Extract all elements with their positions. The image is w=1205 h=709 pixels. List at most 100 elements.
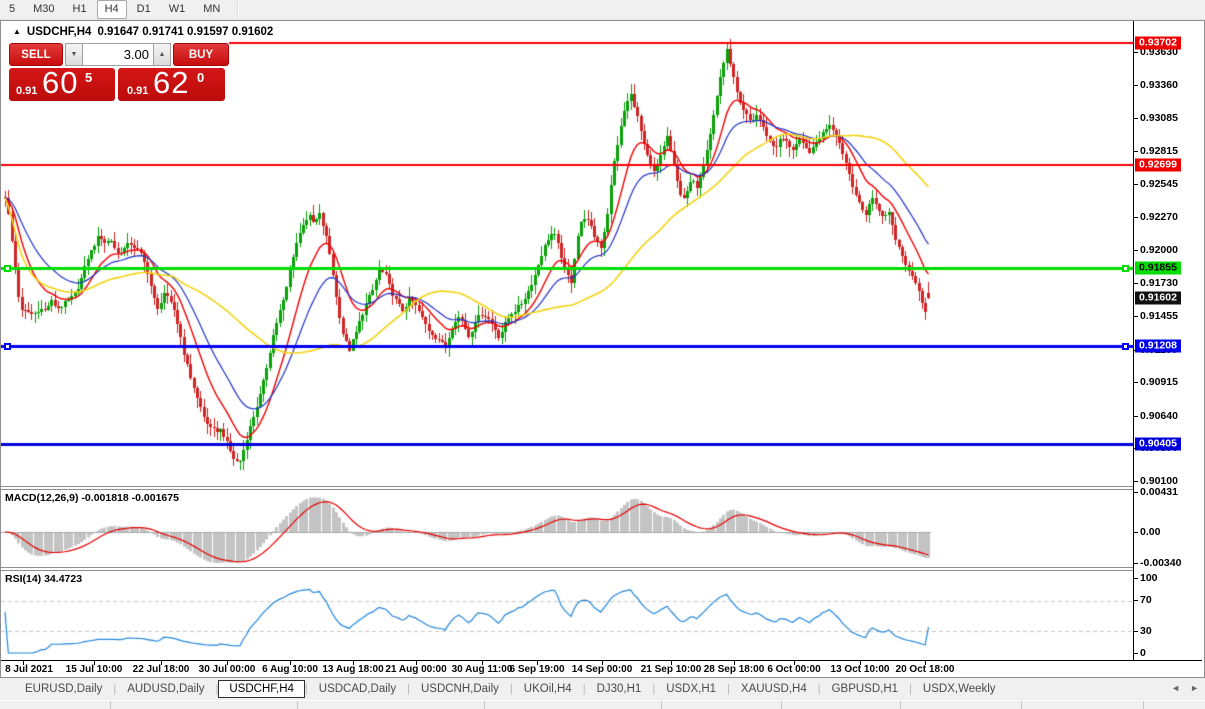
sell-price-big: 60 [42,65,79,100]
hline-handle[interactable] [1122,343,1129,350]
time-axis-label: 28 Sep 18:00 [703,664,765,675]
chart-tab-usdx-h1[interactable]: USDX,H1 [666,683,717,695]
time-axis-tick [925,661,926,665]
price-axis-label: 0.91455 [1140,310,1178,323]
time-axis-label: 30 Aug 11:00 [451,664,513,675]
tab-separator: | [407,683,410,695]
rsi-indicator-canvas[interactable] [1,571,1133,660]
chart-tab-gbpusd-h1[interactable]: GBPUSD,H1 [831,683,899,695]
price-level-badge: 0.91208 [1135,339,1181,353]
chart-tab-usdx-weekly[interactable]: USDX,Weekly [922,683,996,695]
time-axis-label: 6 Sep 19:00 [509,664,565,675]
collapse-chart-icon[interactable]: ▲ [13,26,21,36]
rsi-title: RSI(14) 34.4723 [5,573,83,585]
tab-separator: | [215,683,219,695]
rsi-splitter[interactable] [1,567,1202,571]
price-axis-tick [1134,151,1138,152]
tab-separator: | [304,683,308,695]
hline-handle[interactable] [4,265,11,272]
time-axis[interactable]: 8 Jul 2021 15 Jul 10:00 22 Jul 18:00 30 Jul… [1,660,1202,677]
time-axis-tick [227,661,228,665]
price-axis-tick [1134,52,1138,53]
volume-stepper: ▼ ▲ [65,43,171,66]
indicator-axis-tick [1134,631,1138,632]
price-axis-label: 0.92000 [1140,244,1178,257]
timeframe-button-h1[interactable]: H1 [72,3,87,15]
chart-tab-xauusd-h4[interactable]: XAUUSD,H4 [740,683,807,695]
indicator-axis-label: 0 [1140,647,1146,659]
chart-tab-usdcad-daily[interactable]: USDCAD,Daily [318,683,397,695]
chart-tab-ukoil-h4[interactable]: UKOil,H4 [523,683,572,695]
price-axis-label: 0.93085 [1140,112,1178,125]
price-axis-label: 0.90640 [1140,409,1178,422]
indicator-axis-tick [1134,578,1138,579]
indicator-axis-tick [1134,532,1138,533]
indicator-axis-tick [1134,653,1138,654]
price-axis-label: 0.92270 [1140,211,1178,224]
timeframe-button-d1[interactable]: D1 [136,3,151,15]
macd-splitter[interactable] [1,486,1202,490]
chart-ohlc-quotes: 0.91647 0.91741 0.91597 0.91602 [97,26,274,38]
status-divider [110,701,111,709]
price-axis-tick [1134,382,1138,383]
indicator-axis-tick [1134,600,1138,601]
status-divider [661,701,662,709]
price-axis[interactable]: 0.93630 0.93360 0.93085 0.92815 0.92545 0.922… [1133,21,1203,660]
chart-title: ▲ USDCHF,H4 0.91647 0.91741 0.91597 0.91… [13,26,273,38]
timeframe-button-m30[interactable]: M30 [33,3,55,15]
chart-tab-usdchf-h4[interactable]: USDCHF,H4 [218,680,305,698]
hline-handle[interactable] [1122,265,1129,272]
time-axis-tick [671,661,672,665]
time-axis-label: 6 Oct 00:00 [767,664,821,675]
toolbar-separator [237,1,240,18]
volume-decrease-icon[interactable]: ▼ [65,43,83,66]
chart-tab-audusd-daily[interactable]: AUDUSD,Daily [127,683,205,695]
macd-indicator-canvas[interactable] [1,490,1133,567]
tab-scroll-arrows: ◄ ► [1171,683,1199,693]
time-axis-label: 21 Sep 10:00 [640,664,702,675]
chart-tab-eurusd-daily[interactable]: EURUSD,Daily [25,683,103,695]
price-axis-tick [1134,283,1138,284]
tab-separator: | [727,683,730,695]
chart-window: ▲ USDCHF,H4 0.91647 0.91741 0.91597 0.91… [0,20,1205,678]
sell-price-sup: 5 [85,70,93,85]
tab-scroll-right-icon[interactable]: ► [1190,683,1199,693]
indicator-axis-tick [1134,563,1138,564]
status-divider [484,701,485,709]
status-divider [781,701,782,709]
time-axis-tick [416,661,417,665]
time-axis-tick [602,661,603,665]
volume-input[interactable] [83,43,153,66]
buy-price-big: 62 [153,65,190,100]
status-divider [1143,701,1144,709]
tab-separator: | [909,683,912,695]
tab-scroll-left-icon[interactable]: ◄ [1171,683,1181,693]
time-axis-tick [23,661,24,665]
timeframe-button-5[interactable]: 5 [9,3,16,15]
tab-separator: | [582,683,586,695]
price-axis-label: 0.90100 [1140,475,1178,488]
buy-price-box[interactable]: 0.91 62 0 [118,65,225,101]
time-axis-tick [482,661,483,665]
chart-symbol-period: USDCHF,H4 [26,26,92,38]
sell-price-box[interactable]: 0.91 60 5 [9,65,115,101]
chart-tab-usdcnh-daily[interactable]: USDCNH,Daily [420,683,499,695]
indicator-axis-label: 30 [1140,625,1152,637]
price-axis-tick [1134,217,1138,218]
time-axis-label: 15 Jul 10:00 [65,664,123,675]
indicator-axis-label: 70 [1140,594,1152,606]
volume-increase-icon[interactable]: ▲ [153,43,171,66]
time-axis-label: 13 Oct 10:00 [830,664,890,675]
price-axis-tick [1134,250,1138,251]
hline-handle[interactable] [4,343,11,350]
buy-button[interactable]: BUY [173,43,229,66]
time-axis-label: 22 Jul 18:00 [132,664,190,675]
timeframe-button-mn[interactable]: MN [203,3,221,15]
time-axis-tick [353,661,354,665]
tab-separator: | [509,683,513,695]
timeframe-button-h4[interactable]: H4 [96,0,127,19]
chart-tab-dj30-h1[interactable]: DJ30,H1 [596,683,642,695]
timeframe-button-w1[interactable]: W1 [168,3,186,15]
sell-button[interactable]: SELL [9,43,63,66]
